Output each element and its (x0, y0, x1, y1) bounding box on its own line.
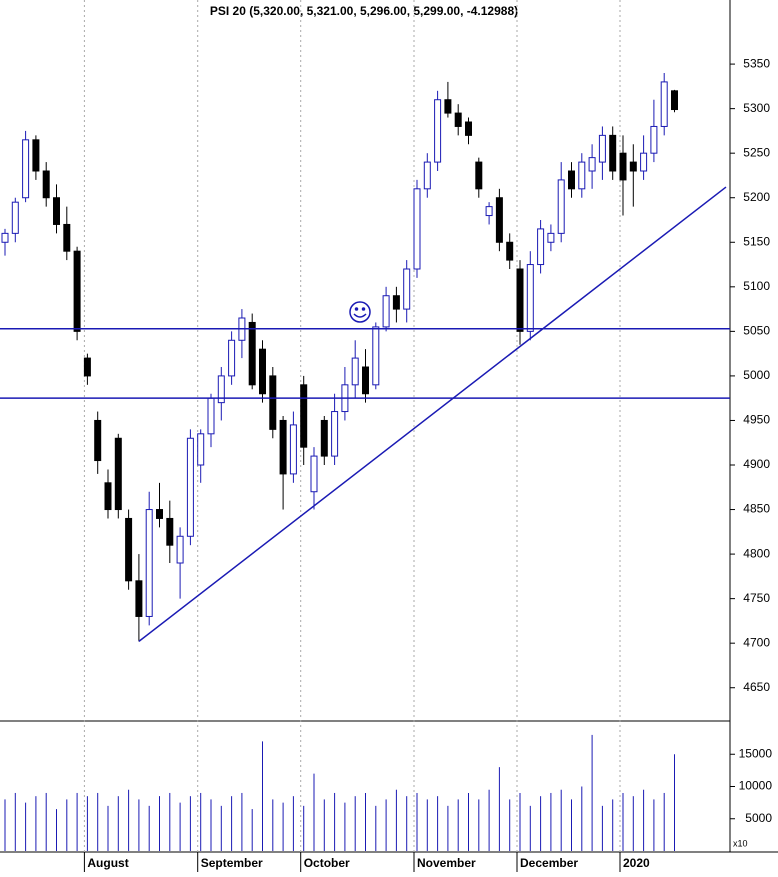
y-tick-label: 5300 (743, 101, 770, 115)
candle-body (166, 517, 174, 546)
y-tick-label: 5350 (743, 56, 770, 70)
candle-body (125, 517, 133, 582)
y-tick-label: 5250 (743, 145, 770, 159)
candle-body (475, 161, 483, 190)
candle-body (104, 482, 112, 511)
candle-body (94, 419, 102, 462)
candle-body (289, 424, 297, 475)
x-tick-label: October (304, 856, 350, 870)
candle-body (217, 375, 225, 404)
y-tick-label: 4750 (743, 591, 770, 605)
candle-body (135, 580, 143, 617)
y-tick-label: 4900 (743, 457, 770, 471)
candle-body (382, 295, 390, 328)
candle-body (423, 161, 431, 190)
candle-body (537, 228, 545, 266)
candle-body (660, 81, 668, 127)
candle-body (640, 152, 648, 172)
y-tick-label: 4800 (743, 546, 770, 560)
candle-body (300, 384, 308, 448)
volume-unit: x10 (733, 838, 748, 848)
y-tick-label: 5050 (743, 324, 770, 338)
candle-body (619, 152, 627, 181)
v-tick-label: 10000 (739, 779, 773, 793)
candle-body (207, 397, 215, 435)
v-tick-label: 5000 (745, 811, 772, 825)
candle-body (145, 509, 153, 617)
candle-body (331, 411, 339, 457)
x-tick-label: August (87, 856, 128, 870)
candle-body (526, 264, 534, 332)
candle-body (362, 366, 369, 395)
candle-body (176, 535, 184, 564)
candle-body (22, 139, 30, 199)
candle-body (434, 99, 442, 163)
y-tick-label: 5100 (743, 279, 770, 293)
candle-body (1, 232, 9, 243)
candle-body (156, 509, 163, 519)
candle-body (465, 121, 472, 136)
candle-body (83, 357, 91, 377)
candle-body (485, 206, 493, 217)
candle-body (568, 170, 575, 190)
candle-body (320, 419, 328, 457)
candle-body (248, 321, 256, 386)
candle-body (11, 201, 19, 234)
smiley (349, 301, 371, 323)
candle-body (403, 268, 411, 310)
candle-body (516, 268, 524, 332)
y-tick-label: 4950 (743, 413, 770, 427)
candle-body (650, 125, 658, 154)
candle-body (42, 170, 50, 199)
candle-body (114, 437, 122, 511)
candle-body (53, 197, 60, 225)
candle-body (588, 157, 596, 172)
candle-body (557, 179, 565, 234)
x-tick-label: September (201, 856, 263, 870)
candle-body (454, 112, 462, 127)
y-tick-label: 5150 (743, 234, 770, 248)
candle-body (310, 455, 318, 493)
y-tick-label: 4850 (743, 502, 770, 516)
x-tick-label: 2020 (623, 856, 650, 870)
candle-body (351, 357, 359, 386)
candle-body (228, 339, 236, 377)
candle-body (547, 232, 555, 243)
candle-body (63, 223, 71, 252)
y-tick-label: 5200 (743, 190, 770, 204)
y-tick-label: 4650 (743, 680, 770, 694)
y-tick-label: 5000 (743, 368, 770, 382)
candle-body (444, 99, 452, 114)
candle-body (392, 295, 400, 310)
candle-body (279, 419, 287, 475)
candle-body (186, 437, 194, 537)
candle-body (197, 433, 205, 466)
candle-body (269, 375, 277, 430)
chart-title: PSI 20 (5,320.00, 5,321.00, 5,296.00, 5,… (210, 4, 518, 18)
candle-body (32, 139, 40, 172)
candle-body (598, 134, 606, 163)
candle-body (372, 326, 380, 386)
candle-body (495, 197, 503, 243)
candle-body (629, 161, 637, 172)
candle-body (671, 90, 678, 111)
candle-body (578, 161, 586, 190)
candle-body (73, 250, 81, 332)
candle-body (413, 188, 421, 270)
x-tick-label: December (520, 856, 578, 870)
candle-body (506, 241, 514, 261)
v-tick-label: 15000 (739, 746, 773, 760)
candle-body (609, 134, 617, 172)
trend-line (138, 186, 727, 642)
candle-body (259, 348, 266, 395)
y-tick-label: 4700 (743, 635, 770, 649)
x-tick-label: November (417, 856, 476, 870)
